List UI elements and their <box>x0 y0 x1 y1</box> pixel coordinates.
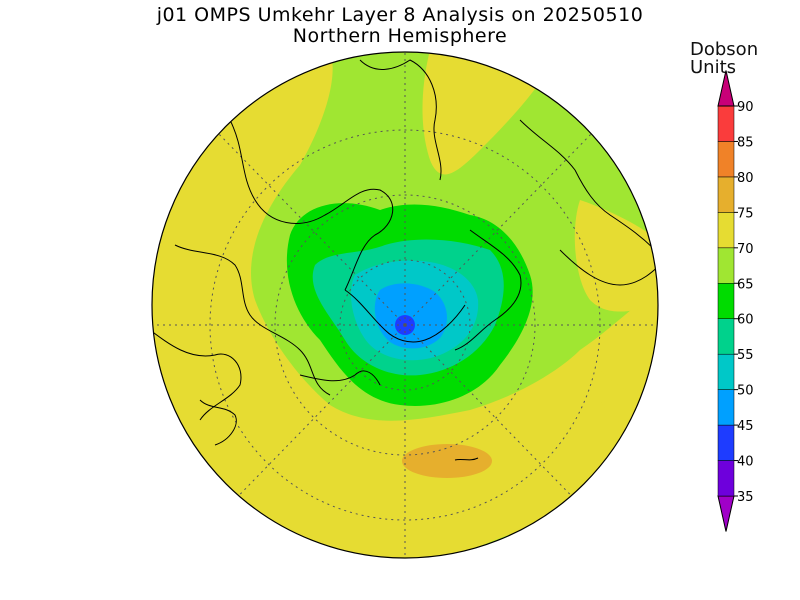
colorbar-box <box>717 389 735 426</box>
colorbar-tick-label: 70 <box>737 242 754 257</box>
colorbar-tick-label: 55 <box>737 348 754 363</box>
colorbar-tick-label: 35 <box>737 490 754 505</box>
colorbar-box <box>717 460 735 497</box>
colorbar-tick-label: 60 <box>737 313 754 328</box>
ozone-region-70-75-east <box>574 200 658 312</box>
coastlines <box>152 59 658 461</box>
colorbar-tick-label: 40 <box>737 455 754 470</box>
colorbar-under-triangle <box>717 495 735 532</box>
colorbar-box <box>717 318 735 355</box>
colorbar-box <box>717 212 735 249</box>
colorbar-tick-label: 45 <box>737 419 754 434</box>
colorbar-box <box>717 424 735 461</box>
map-boundary <box>151 51 659 559</box>
colorbar-box <box>717 176 735 213</box>
colorbar-over-triangle <box>717 70 735 107</box>
graticule <box>152 52 658 558</box>
map-title: j01 OMPS Umkehr Layer 8 Analysis on 2025… <box>156 4 644 26</box>
ozone-region-45-50 <box>374 283 447 349</box>
ozone-region-70-75-west <box>152 52 658 558</box>
colorbar-box <box>717 141 735 178</box>
colorbar-box <box>717 105 735 142</box>
colorbar-box <box>717 353 735 390</box>
units-label-line2: Units <box>690 57 737 78</box>
colorbar-tick-label: 65 <box>737 277 754 292</box>
colorbar-tick-label: 85 <box>737 135 754 150</box>
colorbar-tick-label: 75 <box>737 206 754 221</box>
colorbar-group: 35 40 45 50 55 60 65 70 75 80 85 90 <box>717 70 754 532</box>
colorbar-tick-label: 90 <box>737 100 754 115</box>
colorbar-tick-label: 80 <box>737 171 754 186</box>
ozone-region-75-80 <box>402 444 492 478</box>
map-subtitle: Northern Hemisphere <box>292 25 508 47</box>
colorbar-box <box>717 283 735 319</box>
colorbar-box <box>717 247 735 284</box>
units-label-line1: Dobson <box>690 39 759 60</box>
colorbar-tick-label: 50 <box>737 384 754 399</box>
